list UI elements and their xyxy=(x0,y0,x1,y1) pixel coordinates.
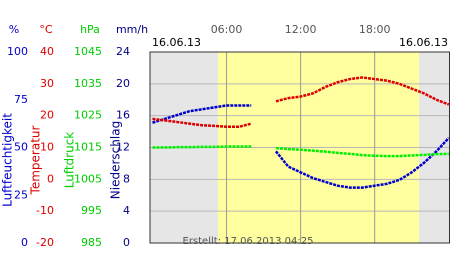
plot-layer xyxy=(149,51,450,244)
y-tick-label: 40 xyxy=(40,45,54,58)
y-tick-label: 0 xyxy=(47,172,54,185)
axis-unit: % xyxy=(9,23,19,36)
y-tick-label: 20 xyxy=(40,109,54,122)
y-tick-label: -20 xyxy=(36,236,54,249)
y-tick-label: 985 xyxy=(81,236,102,249)
y-tick-label: 10 xyxy=(40,141,54,154)
y-tick-label: 8 xyxy=(123,172,130,185)
axis-title: Luftdruck xyxy=(63,132,77,189)
y-tick-label: 1035 xyxy=(74,77,102,90)
y-tick-label: 1005 xyxy=(74,172,102,185)
y-tick-label: 995 xyxy=(81,204,102,217)
axis-unit: °C xyxy=(39,23,53,36)
y-tick-label: 1025 xyxy=(74,109,102,122)
y-tick-label: 16 xyxy=(116,109,130,122)
y-tick-label: 1015 xyxy=(74,141,102,154)
axis-title: Luftfeuchtigkeit xyxy=(1,113,15,207)
date-right: 16.06.13 xyxy=(399,36,448,49)
x-tick-label: 18:00 xyxy=(359,23,391,36)
axis-unit: mm/h xyxy=(116,23,148,36)
y-tick-label: 20 xyxy=(116,77,130,90)
y-tick-label: 0 xyxy=(21,236,28,249)
y-tick-label: 4 xyxy=(123,204,130,217)
axis-title: Temperatur xyxy=(29,125,43,195)
y-tick-label: 25 xyxy=(14,188,28,201)
y-tick-label: -10 xyxy=(36,204,54,217)
series-line xyxy=(152,145,449,158)
y-tick-label: 1045 xyxy=(74,45,102,58)
y-tick-label: 24 xyxy=(116,45,130,58)
footer: Erstellt: 17.06.2013 04:25 xyxy=(183,236,314,247)
x-tick-label: 06:00 xyxy=(211,23,243,36)
axis-title: Niederschlag xyxy=(109,121,123,199)
y-tick-label: 0 xyxy=(123,236,130,249)
x-tick-label: 12:00 xyxy=(285,23,317,36)
y-tick-label: 12 xyxy=(116,141,130,154)
y-tick-label: 100 xyxy=(7,45,28,58)
axis-unit: hPa xyxy=(80,23,100,36)
y-tick-label: 50 xyxy=(14,141,28,154)
y-tick-label: 75 xyxy=(14,93,28,106)
series-line xyxy=(152,104,450,189)
series-line xyxy=(152,76,450,129)
date-left: 16.06.13 xyxy=(152,36,201,49)
y-tick-label: 30 xyxy=(40,77,54,90)
